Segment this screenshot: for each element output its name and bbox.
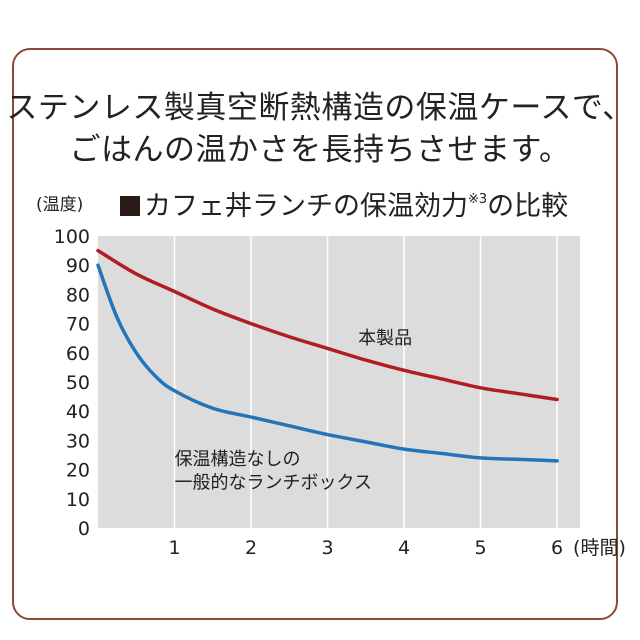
series-label-normal-line-2: 一般的なランチボックス bbox=[175, 473, 372, 494]
x-tick-label-1: 1 bbox=[168, 537, 180, 559]
square-bullet-icon bbox=[120, 196, 140, 216]
y-tick-label-0: 0 bbox=[78, 518, 90, 540]
chart-title: カフェ丼ランチの保温効力※3の比較 bbox=[120, 184, 568, 223]
y-tick-label-70: 70 bbox=[66, 314, 90, 336]
y-tick-label-100: 100 bbox=[54, 226, 90, 248]
y-tick-label-10: 10 bbox=[66, 489, 90, 511]
series-lines bbox=[96, 248, 559, 463]
chart-title-suffix: の比較 bbox=[487, 191, 569, 222]
y-tick-label-50: 50 bbox=[66, 372, 90, 394]
x-tick-labels: 1 2 3 4 5 6 bbox=[168, 537, 563, 559]
y-tick-label-90: 90 bbox=[66, 255, 90, 277]
series-line-1 bbox=[96, 263, 559, 463]
headline-line-1: ステンレス製真空断熱構造の保温ケースで、 bbox=[6, 90, 634, 126]
y-tick-label-40: 40 bbox=[66, 401, 90, 423]
x-tick-label-5: 5 bbox=[474, 537, 486, 559]
x-tick-label-2: 2 bbox=[245, 537, 257, 559]
grid-lines bbox=[173, 236, 558, 528]
y-tick-label-80: 80 bbox=[66, 284, 90, 306]
y-tick-label-30: 30 bbox=[66, 430, 90, 452]
x-tick-label-3: 3 bbox=[321, 537, 333, 559]
chart-title-text: カフェ丼ランチの保温効力 bbox=[144, 191, 468, 222]
y-tick-label-60: 60 bbox=[66, 343, 90, 365]
plot-area bbox=[98, 236, 580, 528]
x-axis-label: (時間) bbox=[573, 537, 626, 559]
y-tick-labels: 0 10 20 30 40 50 60 70 80 90 100 bbox=[54, 226, 90, 540]
series-label-product: 本製品 bbox=[358, 328, 412, 349]
y-tick-label-20: 20 bbox=[66, 460, 90, 482]
series-line-0 bbox=[96, 248, 559, 402]
y-axis-label: (温度) bbox=[36, 195, 84, 215]
chart-title-note: ※3 bbox=[468, 192, 488, 207]
series-label-normal-line-1: 保温構造なしの bbox=[175, 449, 301, 470]
x-tick-label-6: 6 bbox=[551, 537, 563, 559]
headline-line-2: ごはんの温かさを長持ちさせます。 bbox=[69, 132, 571, 168]
x-tick-label-4: 4 bbox=[398, 537, 410, 559]
